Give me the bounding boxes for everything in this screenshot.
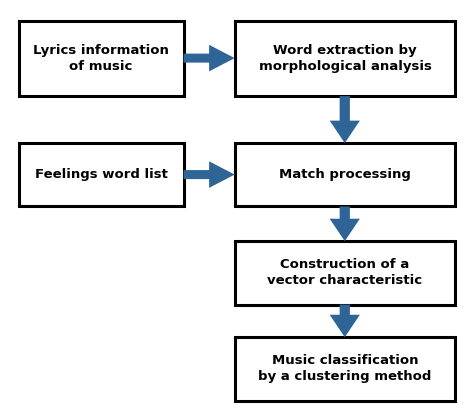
- Polygon shape: [183, 45, 235, 71]
- Text: Word extraction by
morphological analysis: Word extraction by morphological analysi…: [258, 44, 431, 73]
- FancyBboxPatch shape: [235, 20, 456, 96]
- Polygon shape: [330, 206, 360, 241]
- Text: Lyrics information
of music: Lyrics information of music: [33, 44, 169, 73]
- FancyBboxPatch shape: [18, 143, 183, 206]
- FancyBboxPatch shape: [235, 241, 456, 304]
- FancyBboxPatch shape: [235, 143, 456, 206]
- Text: Match processing: Match processing: [279, 168, 411, 181]
- Text: Feelings word list: Feelings word list: [35, 168, 168, 181]
- Text: Music classification
by a clustering method: Music classification by a clustering met…: [258, 354, 432, 383]
- FancyBboxPatch shape: [235, 337, 456, 401]
- Polygon shape: [183, 161, 235, 188]
- FancyBboxPatch shape: [18, 20, 183, 96]
- Polygon shape: [330, 304, 360, 337]
- Text: Construction of a
vector characteristic: Construction of a vector characteristic: [267, 259, 422, 287]
- Polygon shape: [330, 96, 360, 143]
